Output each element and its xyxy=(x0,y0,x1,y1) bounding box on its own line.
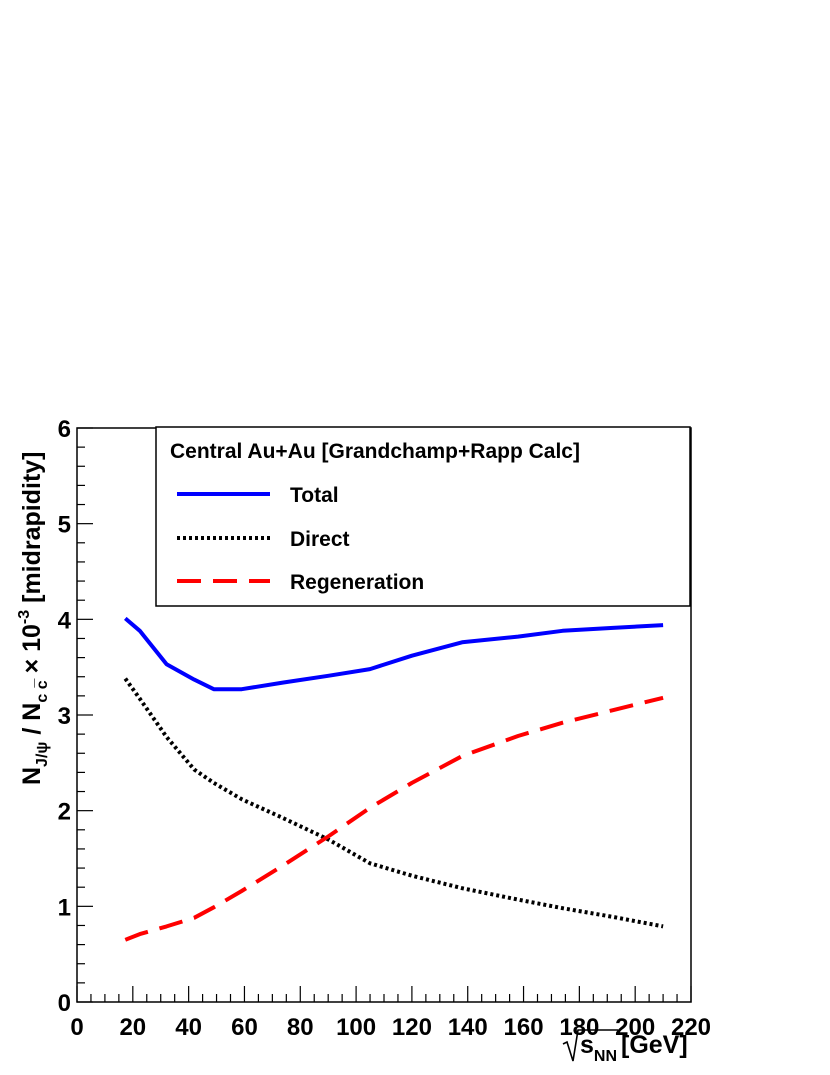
sqrt-sign-icon xyxy=(562,1029,618,1062)
x-tick-label: 40 xyxy=(175,1014,202,1041)
legend-label-total: Total xyxy=(290,484,339,507)
x-tick-label: 120 xyxy=(392,1014,432,1041)
x-tick-label: 0 xyxy=(70,1014,83,1041)
x-tick-label: 80 xyxy=(287,1014,314,1041)
tick-labels: 0 20 40 60 80 100 120 140 160 180 200 220 0 1 2 3 4 5 6 xyxy=(58,416,711,1041)
series-line-regeneration xyxy=(124,695,664,942)
y-axis-n1: N xyxy=(18,767,46,785)
y-axis-slash: / xyxy=(18,721,46,742)
x-tick-label: 200 xyxy=(615,1014,655,1041)
legend-label-regeneration: Regeneration xyxy=(290,571,424,594)
x-axis-unit: [GeV] xyxy=(621,1031,688,1059)
legend-box xyxy=(155,426,691,607)
y-tick-label: 2 xyxy=(58,799,71,826)
x-axis-title: sNN [GeV] xyxy=(562,1029,688,1065)
legend-label-direct: Direct xyxy=(290,528,350,551)
y-tick-label: 6 xyxy=(58,416,71,443)
x-tick-label: 140 xyxy=(448,1014,488,1041)
y-axis-n2: N xyxy=(18,703,46,721)
x-tick-label: 180 xyxy=(559,1014,599,1041)
series-line-direct xyxy=(123,677,664,929)
y-axis-title: NJ/ψ / Nc c̅ × 10-3 [midrapidity] xyxy=(16,451,51,785)
series-line-total xyxy=(124,616,664,692)
series-lines xyxy=(123,616,664,942)
y-axis-n2-subscript: c c̅ xyxy=(33,678,51,703)
svg-text:NJ/ψ / Nc c̅ × 10-3 [midrapidi: NJ/ψ / Nc c̅ × 10-3 [midrapidity] xyxy=(16,451,51,785)
legend: Central Au+Au [Grandchamp+Rapp Calc] Tot… xyxy=(155,426,691,607)
y-tick-label: 4 xyxy=(58,607,72,634)
x-tick-label: 20 xyxy=(119,1014,146,1041)
x-axis-subscript: NN xyxy=(594,1048,617,1065)
y-tick-label: 0 xyxy=(58,990,71,1017)
y-axis-n1-subscript: J/ψ xyxy=(34,742,51,767)
x-tick-label: 220 xyxy=(671,1014,711,1041)
x-tick-label: 160 xyxy=(504,1014,544,1041)
y-tick-label: 3 xyxy=(58,703,71,730)
y-tick-label: 1 xyxy=(58,894,71,921)
x-tick-label: 100 xyxy=(336,1014,376,1041)
y-axis-tail: [midrapidity] xyxy=(18,451,46,609)
y-axis-exponent: -3 xyxy=(16,610,33,624)
svg-text:sNN: sNN xyxy=(580,1031,617,1065)
y-axis-times: × 10 xyxy=(18,624,46,680)
x-tick-label: 60 xyxy=(231,1014,258,1041)
legend-title: Central Au+Au [Grandchamp+Rapp Calc] xyxy=(170,440,580,463)
y-tick-label: 5 xyxy=(58,512,71,539)
x-axis-symbol: s xyxy=(580,1031,594,1059)
axis-ticks xyxy=(76,427,692,1003)
